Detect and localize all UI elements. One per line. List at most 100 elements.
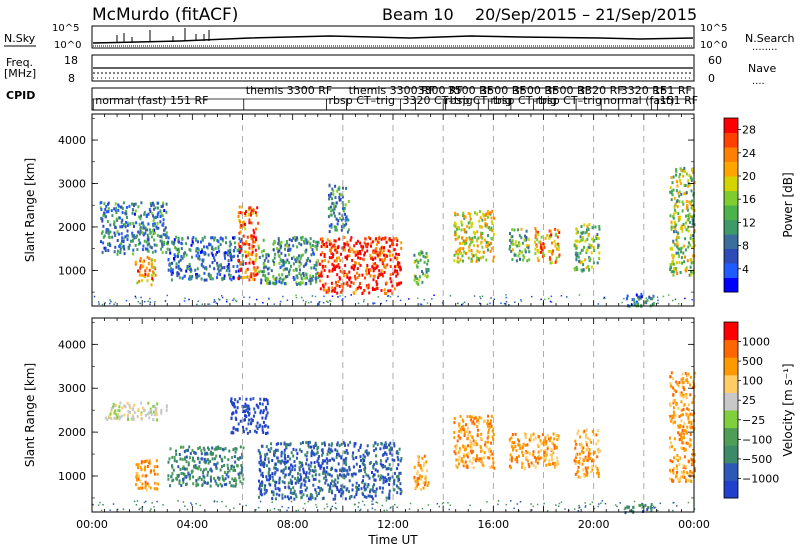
noise-tick-top-right: 10^5	[700, 23, 727, 34]
colorbar-tick-label: 24	[742, 147, 756, 160]
y-axis-label: Slant Range [km]	[23, 363, 37, 467]
noise-panel	[91, 25, 695, 49]
freq-tick-bot: 8	[68, 72, 75, 85]
x-axis-label: Time UT	[367, 533, 418, 547]
colorbar-tick-label: 16	[742, 193, 756, 206]
echo-region-3	[230, 397, 270, 435]
echo-region-7	[413, 249, 430, 286]
echo-region-9	[508, 227, 531, 263]
echo-region-2	[167, 235, 245, 282]
nave-tick-bot: 0	[708, 72, 715, 85]
station-title: McMurdo (fitACF)	[92, 5, 238, 25]
x-tick-label: 16:00	[477, 518, 509, 531]
noise-tick-bot-left: 10^0	[54, 40, 81, 51]
y-tick-label: 2000	[58, 221, 86, 234]
cpid-label-7: 3500 RF	[480, 84, 525, 97]
cpid-label-4: 3300 RF	[418, 84, 463, 97]
noise-tick-bot-right: 10^0	[700, 40, 727, 51]
colorbar: 4 8 12 16 20 24 28 Power [dB]	[723, 117, 795, 293]
echo-region-11	[573, 222, 601, 273]
echo-region-6	[327, 183, 350, 234]
freq-unit: [MHz]	[4, 67, 36, 80]
echo-region-8	[453, 209, 496, 264]
cpid-label-13: rbsp CT–trig	[535, 94, 602, 107]
cpid-label-14: 3320 RF	[621, 84, 666, 97]
nave-tick-top: 60	[708, 54, 722, 67]
colorbar-tick-label: −25	[742, 414, 765, 427]
y-tick-label: 4000	[58, 134, 86, 147]
cpid-label: CPID	[6, 89, 35, 102]
echo-region-1	[99, 201, 170, 256]
cpid-label-16: normal (fast)	[603, 94, 674, 107]
cpid-label-9: 3500 RF	[513, 84, 558, 97]
echo-region-5	[413, 454, 430, 491]
x-tick-label: 04:00	[176, 518, 208, 531]
beam-label: Beam 10	[382, 5, 454, 24]
y-tick-label: 2000	[58, 426, 86, 439]
x-tick-label: 08:00	[277, 518, 309, 531]
echo-region-13	[669, 166, 696, 277]
cpid-label-0: normal (fast) 151 RF	[95, 94, 208, 107]
noise-tick-top-left: 10^5	[52, 23, 79, 34]
echo-region-1	[104, 401, 168, 422]
freq-nave-panel	[91, 54, 695, 82]
cpid-label-10: rbsp CT–trig	[490, 94, 556, 107]
echo-region-4	[257, 440, 403, 501]
y-tick-label: 3000	[58, 382, 86, 395]
colorbar-tick-label: −100	[742, 433, 772, 446]
echo-region-7	[508, 432, 560, 471]
cpid-label-1: themis 3300 RF	[246, 84, 333, 97]
colorbar-tick-label: 28	[742, 124, 756, 137]
colorbar-label: Power [dB]	[781, 172, 795, 237]
freq-tick-top: 18	[64, 54, 78, 67]
colorbar-tick-label: 1000	[742, 336, 770, 349]
x-tick-label: 00:00	[678, 518, 710, 531]
echo-region-6	[453, 414, 496, 470]
colorbar-tick-label: −1000	[742, 472, 779, 485]
echo-region-5	[317, 235, 403, 295]
colorbar-tick-label: −500	[742, 453, 772, 466]
colorbar-tick-label: 4	[742, 263, 749, 276]
echo-region-4	[257, 235, 320, 286]
cpid-label-5: 3320 CT–trig	[403, 94, 473, 107]
x-tick-label: 00:00	[76, 518, 108, 531]
colorbar-tick-label: 100	[742, 375, 763, 388]
y-tick-label: 1000	[58, 470, 86, 483]
y-tick-label: 3000	[58, 178, 86, 191]
nave-label: Nave	[748, 62, 776, 75]
echo-region-3	[237, 205, 260, 282]
date-range: 20/Sep/2015 – 21/Sep/2015	[475, 5, 697, 24]
cpid-label-15: 151 RF	[653, 84, 691, 97]
x-tick-label: 12:00	[377, 518, 409, 531]
echo-region-8	[573, 428, 601, 479]
echo-region-10	[534, 227, 561, 265]
colorbar-tick-label: 20	[742, 170, 756, 183]
nsearch-label: N.Search	[745, 32, 795, 45]
power-panel: 1000 2000 3000 4000 Slant Range [km] 4 8 12 16 20…	[23, 113, 795, 308]
cpid-label-11: 3500 RF	[546, 84, 591, 97]
colorbar: 1000 500 100 25 −25 −100 −500 −1000 Velocity [m …	[723, 321, 795, 499]
echo-region-0	[135, 459, 159, 492]
nave-dots: ....	[752, 76, 765, 87]
colorbar-tick-label: 500	[742, 355, 763, 368]
freq-label: Freq.	[6, 56, 33, 69]
cpid-label-2: rbsp CT–trig	[329, 94, 396, 107]
y-axis-label: Slant Range [km]	[23, 158, 37, 262]
cpid-label-12: 3320 RF	[578, 84, 623, 97]
y-tick-label: 4000	[58, 338, 86, 351]
nsearch-dots: ........	[752, 42, 777, 53]
echo-region-2	[167, 445, 245, 488]
ground-scatter-dots	[92, 500, 696, 512]
colorbar-label: Velocity [m s⁻¹]	[781, 363, 795, 456]
cpid-label-3: themis 3300 RF	[349, 84, 436, 97]
echo-region-0	[134, 255, 157, 287]
ground-scatter-dots	[93, 294, 693, 306]
nsky-label: N.Sky	[4, 32, 36, 45]
cpid-label-8: rbsp CT–trig	[445, 94, 512, 107]
colorbar-tick-label: 8	[742, 240, 749, 253]
colorbar-tick-label: 25	[742, 394, 756, 407]
x-tick-label: 20:00	[578, 518, 610, 531]
